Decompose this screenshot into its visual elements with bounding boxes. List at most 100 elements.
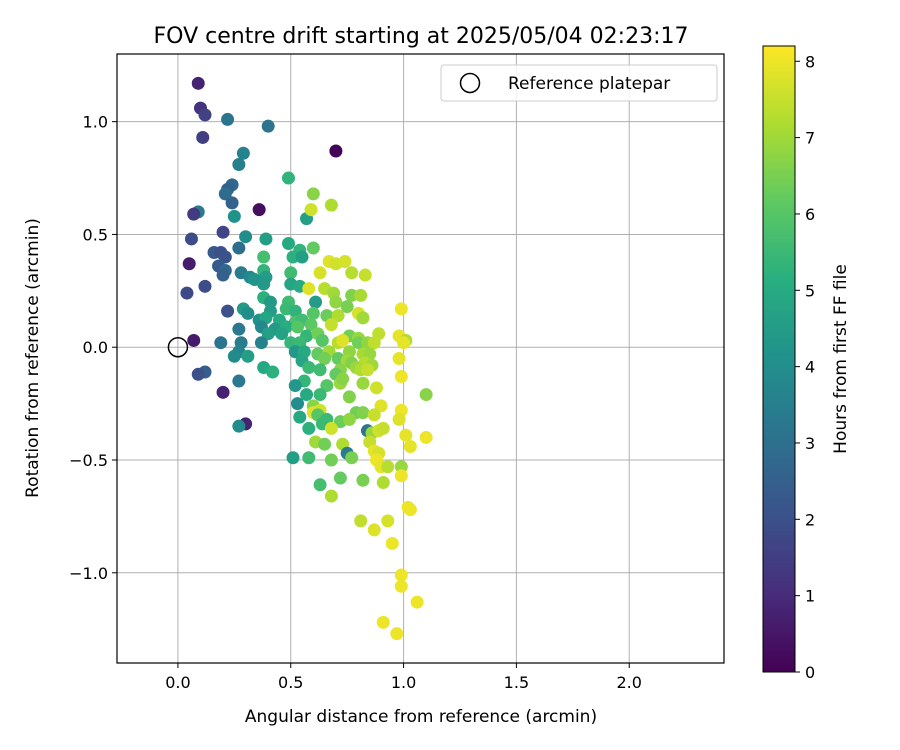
data-point <box>288 345 302 359</box>
data-point <box>356 406 370 420</box>
data-point <box>313 266 327 280</box>
data-point <box>232 158 246 172</box>
data-point <box>221 304 235 318</box>
data-point <box>288 304 302 318</box>
legend-marker <box>459 72 481 94</box>
colorbar-label: Hours from first FF file <box>831 264 851 454</box>
data-point <box>306 306 320 320</box>
data-point <box>394 370 408 384</box>
data-point <box>324 198 338 212</box>
data-point <box>241 306 255 320</box>
data-point <box>394 568 408 582</box>
colorbar-ticks: 0 1 2 3 4 5 6 7 8 <box>795 52 815 682</box>
data-point <box>410 595 424 609</box>
data-point <box>342 412 356 426</box>
y-axis-label: Rotation from reference (arcmin) <box>23 218 43 498</box>
data-points <box>167 76 433 641</box>
legend-label: Reference platepar <box>508 74 670 94</box>
data-point <box>214 336 228 350</box>
data-point <box>354 514 368 528</box>
data-point <box>225 196 239 210</box>
data-point <box>392 352 406 365</box>
data-point <box>324 421 338 435</box>
y-axis-ticks: −1.0 −0.5 0.0 0.5 1.0 <box>69 113 117 583</box>
data-point <box>369 381 383 395</box>
data-point <box>376 421 390 435</box>
data-point <box>216 268 230 282</box>
data-point <box>227 209 241 223</box>
y-tick-label: 0.0 <box>83 338 108 357</box>
data-point <box>182 257 196 271</box>
colorbar-tick-label: 2 <box>805 510 815 529</box>
data-point <box>399 428 413 442</box>
x-tick-label: 0.5 <box>278 673 303 692</box>
data-point <box>232 322 246 336</box>
colorbar-tick-label: 7 <box>805 129 815 148</box>
data-point <box>184 232 198 246</box>
data-point <box>198 279 212 293</box>
colorbar-tick-label: 4 <box>805 358 815 377</box>
data-point <box>304 203 318 217</box>
x-tick-label: 0.0 <box>165 673 190 692</box>
data-point <box>241 349 255 363</box>
data-point <box>320 379 334 393</box>
data-point <box>239 230 253 244</box>
colorbar-tick-label: 1 <box>805 587 815 606</box>
colorbar-tick-label: 5 <box>805 281 815 300</box>
colorbar-tick-label: 8 <box>805 52 815 71</box>
colorbar-tick-label: 3 <box>805 434 815 453</box>
data-point <box>336 333 350 347</box>
data-point <box>315 333 329 347</box>
data-point <box>281 171 295 185</box>
data-point <box>196 130 210 144</box>
data-point <box>302 361 316 375</box>
data-point <box>236 146 250 160</box>
data-point <box>345 266 359 280</box>
data-point <box>419 430 433 444</box>
data-point <box>394 460 408 474</box>
data-point <box>331 309 345 323</box>
y-tick-label: −1.0 <box>69 564 108 583</box>
data-point <box>295 250 309 264</box>
x-axis-ticks: 0.0 0.5 1.0 1.5 2.0 <box>165 663 642 692</box>
data-point <box>232 374 246 388</box>
data-point <box>351 336 365 350</box>
data-point <box>252 203 266 217</box>
data-point <box>333 471 347 485</box>
data-point <box>218 187 232 201</box>
reference-platepar-marker <box>167 336 189 358</box>
data-point <box>313 478 327 492</box>
data-point <box>345 451 359 465</box>
data-point <box>300 388 314 402</box>
data-point <box>187 207 201 221</box>
data-point <box>266 365 280 379</box>
data-point <box>345 288 359 302</box>
data-point <box>198 108 212 122</box>
data-point <box>329 295 343 309</box>
data-point <box>306 187 320 201</box>
data-point <box>318 437 332 451</box>
data-point <box>275 327 289 341</box>
data-point <box>259 232 273 246</box>
x-tick-label: 1.5 <box>504 673 529 692</box>
data-point <box>403 439 417 453</box>
x-tick-label: 1.0 <box>391 673 416 692</box>
data-point <box>381 460 395 474</box>
data-point <box>394 579 408 593</box>
data-point <box>318 352 332 365</box>
data-point <box>381 514 395 528</box>
data-point <box>397 336 411 350</box>
data-point <box>367 523 381 537</box>
data-point <box>191 76 205 90</box>
data-point <box>342 390 356 404</box>
data-point <box>376 615 390 629</box>
y-tick-label: 0.5 <box>83 225 108 244</box>
data-point <box>403 503 417 517</box>
data-point <box>329 144 343 158</box>
x-tick-label: 2.0 <box>617 673 642 692</box>
data-point <box>376 476 390 490</box>
data-point <box>336 372 350 386</box>
data-point <box>216 385 230 399</box>
